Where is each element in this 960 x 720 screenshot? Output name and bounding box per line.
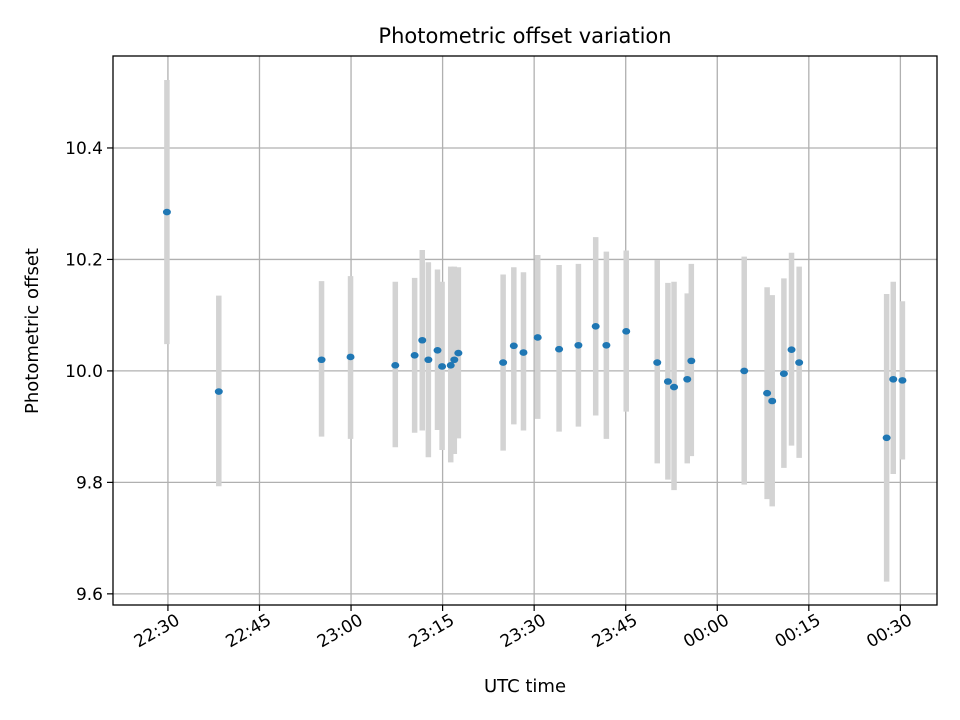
data-point — [768, 397, 777, 405]
y-tick-label: 10.4 — [65, 139, 103, 159]
x-tick-label: 23:15 — [406, 610, 458, 652]
y-tick-label: 9.6 — [76, 585, 103, 605]
data-point — [779, 370, 788, 377]
data-point — [574, 341, 583, 349]
x-tick-label: 23:00 — [314, 610, 366, 652]
data-point — [687, 357, 696, 365]
data-points — [162, 208, 907, 442]
data-point — [898, 377, 907, 384]
data-point — [670, 383, 679, 391]
data-point — [740, 367, 749, 375]
data-point — [663, 378, 672, 385]
x-tick-label: 22:45 — [222, 610, 274, 652]
data-point — [454, 349, 463, 357]
x-tick-label: 23:45 — [589, 610, 641, 652]
y-axis-ticks: 9.6 9.8 10.0 10.2 10.4 — [65, 139, 113, 605]
x-tick-label: 00:00 — [680, 610, 732, 652]
data-point — [509, 342, 518, 350]
data-point — [317, 356, 326, 364]
y-tick-label: 10.0 — [65, 362, 103, 382]
data-point — [763, 389, 772, 397]
data-point — [446, 362, 455, 369]
x-tick-label: 23:30 — [497, 610, 549, 652]
data-point — [410, 352, 419, 359]
data-point — [889, 375, 898, 383]
data-point — [346, 353, 355, 361]
y-axis-label: Photometric offset — [22, 248, 43, 414]
data-point — [162, 208, 171, 216]
data-point — [438, 363, 447, 370]
x-axis-label: UTC time — [484, 676, 566, 697]
y-tick-label: 9.8 — [76, 473, 103, 493]
plot-frame — [112, 55, 938, 606]
x-tick-label: 22:30 — [131, 610, 183, 652]
x-axis-ticks: 22:30 22:45 23:00 23:15 23:30 23:45 00:00 00:15… — [131, 605, 916, 652]
data-point — [418, 336, 427, 344]
data-point — [683, 375, 692, 383]
data-point — [424, 356, 433, 364]
data-point — [214, 388, 223, 395]
data-point — [499, 359, 508, 366]
data-point — [795, 359, 804, 366]
data-point — [653, 359, 662, 366]
data-point — [433, 346, 442, 354]
data-point — [519, 349, 528, 356]
x-tick-label: 00:15 — [772, 610, 824, 652]
data-point — [622, 328, 631, 335]
data-point — [787, 346, 796, 354]
data-point — [450, 356, 459, 364]
data-point — [591, 323, 600, 330]
data-point — [882, 434, 891, 442]
chart-title: Photometric offset variation — [378, 24, 671, 48]
data-point — [391, 362, 400, 369]
data-point — [555, 345, 564, 353]
y-tick-label: 10.2 — [65, 250, 103, 270]
x-tick-label: 00:30 — [863, 610, 915, 652]
data-point — [533, 334, 542, 341]
data-point — [602, 341, 611, 349]
